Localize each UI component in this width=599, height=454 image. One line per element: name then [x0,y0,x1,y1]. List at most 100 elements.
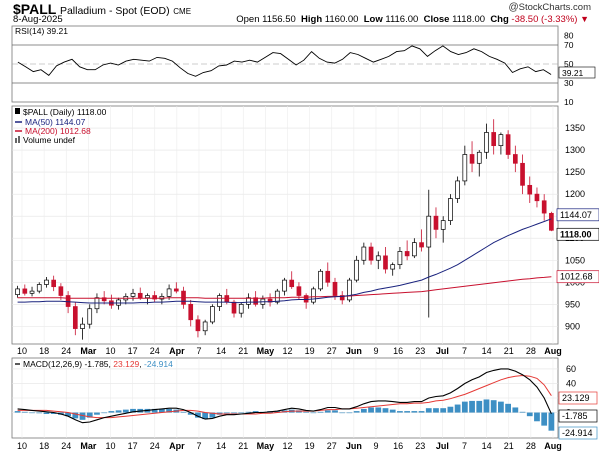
x-tick-label: 19 [305,346,315,356]
candle-body [188,303,194,321]
rsi-legend: RSI(14) 39.21 [15,26,68,36]
rsi-tick-label: 80 [564,31,574,41]
candle-body [527,184,533,195]
ma50-line [17,218,552,304]
candle [455,176,460,203]
x-tick-label: 14 [216,346,226,356]
candle-body [354,259,359,281]
macd-histogram-bar [14,411,21,413]
candle [426,189,432,318]
candle-body [296,286,302,296]
candle-body [426,215,432,248]
macd-histogram-bar [317,411,324,413]
candle-body [87,308,93,325]
candle [195,315,201,338]
candle [375,251,381,270]
x-tick-label-macd: 7 [462,441,467,451]
candle-body [44,279,49,285]
candle-body [36,284,42,292]
macd-histogram-bar [498,401,504,413]
macd-histogram-bar [86,412,93,418]
macd-histogram-bar [360,408,367,413]
candle-body [448,198,453,221]
macd-histogram-bar [375,407,382,413]
high-label: High [301,14,323,25]
macd-histogram-bar [79,412,86,420]
candle-body [318,270,323,290]
chg-value: -38.50 (-3.33%) [511,14,578,25]
x-tick-label-macd: Aug [544,441,562,451]
macd-histogram-bar [115,410,122,413]
candle-body [289,279,295,288]
x-tick-label: Aug [544,346,562,356]
x-tick-label-macd: 12 [282,441,292,451]
x-tick-label-macd: 14 [482,441,492,451]
macd-histogram-bar [209,412,216,418]
volume-legend-label: Volume undef [23,135,76,145]
macd-histogram-bar [526,412,533,417]
macd-histogram-bar [447,406,454,413]
copyright[interactable]: @StockCharts.com [509,2,591,13]
close-last-label-text: 1118.00 [560,229,592,239]
x-tick-label-macd: 14 [216,441,226,451]
x-tick-label: 10 [17,346,27,356]
svg-text:MACD(12,26,9) -1.785,: MACD(12,26,9) -1.785, 23.129, -24.914 [23,359,173,369]
rsi-tick-label: 30 [564,78,574,88]
candle-body [173,288,179,292]
high-value: 1160.00 [324,14,359,25]
ma50-last-label: 1144.07 [556,208,599,222]
macd-histogram-bar [187,412,194,415]
candle-body [469,154,475,164]
volume-legend-swatch [15,138,17,143]
macd-legend-macd: -1.785 [84,359,108,369]
x-tick-label-macd: 21 [504,441,514,451]
macd-histogram-bar [490,400,497,413]
signal-last-label-text: 23.129 [562,393,590,403]
macd-histogram-bar [252,411,259,413]
macd-legend-hist: -24.914 [144,359,173,369]
candle-body [224,295,230,303]
x-tick-label: Apr [169,346,185,356]
x-tick-label: 21 [504,346,514,356]
candle [440,216,446,243]
candle [484,123,489,159]
x-tick-label: 28 [526,346,536,356]
x-tick-label-macd: Mar [80,441,97,451]
ma200-line [17,276,552,299]
x-tick-label: 9 [373,346,378,356]
macd-histogram-bar [454,404,461,413]
candle [491,119,497,155]
price-legend-label: $PALL (Daily) 1118.00 [23,107,107,117]
macd-histogram-bar [108,411,115,413]
x-tick-label: Jul [436,346,449,356]
macd-histogram-bar [158,408,165,413]
candle [476,150,482,177]
candle [29,286,35,297]
macd-histogram-bar [310,412,317,414]
price-tick-label: 900 [565,321,580,331]
open-value: 1156.50 [262,14,296,25]
x-tick-label-macd: 24 [61,441,71,451]
macd-histogram-bar [548,412,555,431]
candle-body [361,246,367,261]
price-legend: $PALL (Daily) 1118.00 MA(50) 1144.07 MA(… [15,107,107,145]
ma50-last-label-text: 1144.07 [560,210,592,220]
copyright-text: StockCharts.com [518,2,591,13]
candle [404,240,410,261]
hist-last-label: -24.914 [558,426,598,440]
candle-body [549,212,554,231]
x-tick-label-macd: 17 [128,441,138,451]
macd-histogram-bar [303,411,310,413]
candle [505,130,511,159]
candle-body [15,288,20,295]
x-tick-label-macd: 21 [238,441,248,451]
macd-last-label-text: -1.785 [562,411,588,421]
candle-body [491,132,497,147]
macd-histogram-bar [180,411,187,413]
candle [512,145,518,173]
macd-histogram-bar [483,399,490,413]
macd-histogram-bar [397,411,403,413]
candle [527,176,533,203]
candle [36,282,42,294]
